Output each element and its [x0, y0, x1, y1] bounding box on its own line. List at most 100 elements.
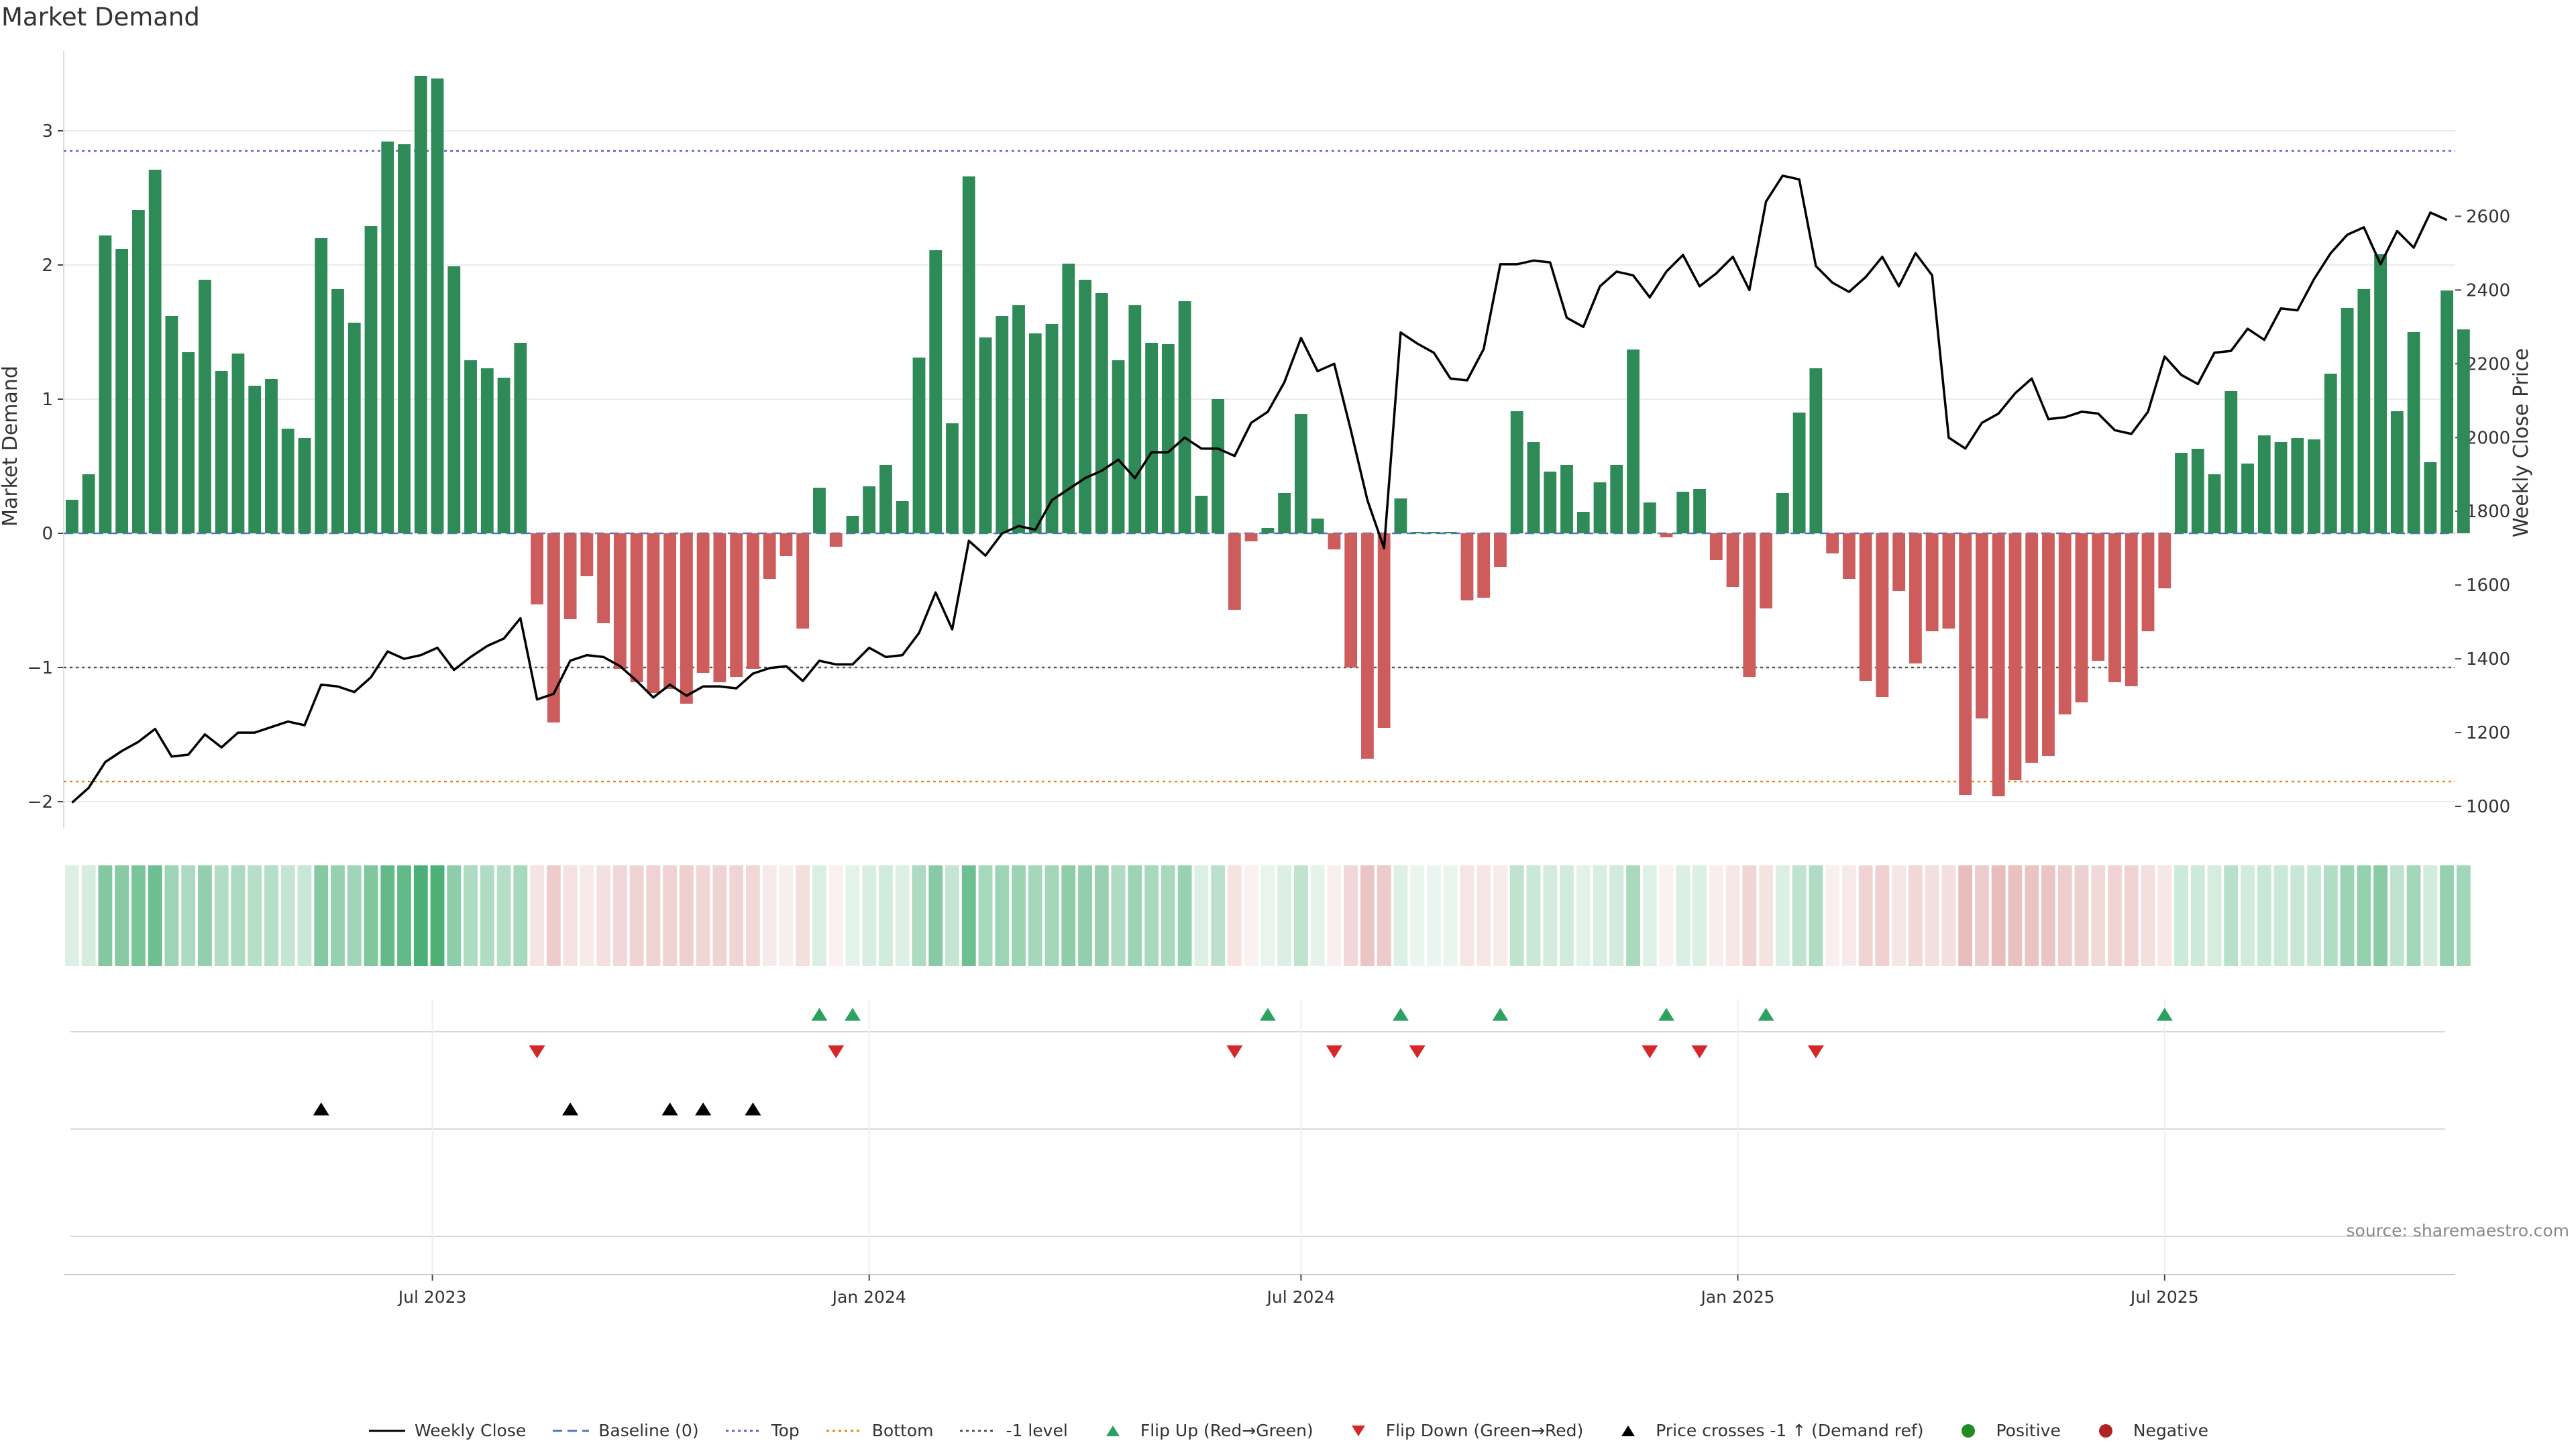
heat-cell [2357, 865, 2371, 966]
demand-bar [1560, 465, 1573, 533]
y2-tick-label: 1800 [2466, 502, 2510, 522]
heat-cell [779, 865, 794, 966]
legend-label: Price crosses -1 ↑ (Demand ref) [1656, 1421, 1924, 1440]
legend-item-positive: Positive [1949, 1421, 2061, 1440]
y-tick-label: 3 [42, 121, 53, 142]
demand-bar [863, 486, 876, 533]
demand-bar [2374, 254, 2387, 533]
demand-bar [1494, 533, 1507, 567]
demand-bar [2357, 289, 2371, 533]
demand-bar [431, 78, 444, 533]
demand-bar [1079, 280, 1091, 533]
heat-cell [1377, 865, 1391, 966]
heat-cell [1941, 865, 1956, 966]
demand-bar [2274, 442, 2288, 533]
demand-bar [99, 235, 112, 533]
y2-tick-label: 1000 [2466, 797, 2510, 817]
demand-bar [2092, 533, 2105, 661]
triangle-up-icon [1621, 1425, 1635, 1436]
demand-bar [2324, 374, 2337, 533]
heat-cell [248, 865, 262, 966]
demand-bar [514, 343, 527, 533]
heat-cell [214, 865, 229, 966]
demand-bar [165, 316, 178, 533]
demand-bar [2075, 533, 2088, 702]
heat-cell [1144, 865, 1159, 966]
heat-cell [1526, 865, 1541, 966]
flip-markers-panel [70, 1000, 2445, 1275]
price-cross-marker [562, 1102, 579, 1116]
heat-cell [961, 865, 976, 966]
heat-cell [812, 865, 826, 966]
demand-bar [1709, 533, 1723, 560]
flip-up-marker [1758, 1008, 1774, 1021]
heat-cell [1493, 865, 1507, 966]
heat-cell [480, 865, 494, 966]
heat-cell [1211, 865, 1226, 966]
heat-cell [1393, 865, 1408, 966]
heat-cell [2025, 865, 2039, 966]
demand-bar [829, 533, 843, 547]
heat-cell [2406, 865, 2421, 966]
demand-bar [2058, 533, 2072, 714]
heat-cell [1709, 865, 1723, 966]
heat-cell [64, 865, 79, 966]
demand-bars-layer [65, 76, 2470, 796]
y2-tick-label: 2200 [2466, 354, 2510, 374]
demand-bar [497, 378, 511, 533]
demand-bar [2424, 462, 2437, 533]
heat-cell [1360, 865, 1375, 966]
heat-cell [1576, 865, 1591, 966]
heat-cell [1991, 865, 2006, 966]
demand-bar [962, 176, 975, 533]
demand-bar [564, 533, 577, 619]
legend-item-bottom: Bottom [825, 1421, 933, 1440]
demand-bar [2407, 332, 2420, 533]
flip-up-marker [1658, 1008, 1675, 1021]
heat-cell [1560, 865, 1574, 966]
heat-cell [1161, 865, 1175, 966]
demand-bar [2108, 533, 2121, 682]
demand-bar [630, 533, 643, 682]
demand-bar [2390, 411, 2404, 533]
heat-cell [2423, 865, 2438, 966]
y-tick-label: −1 [28, 658, 53, 678]
heat-cell [845, 865, 860, 966]
heat-cell [1327, 865, 1342, 966]
heat-cell [2257, 865, 2271, 966]
heat-cell [1028, 865, 1042, 966]
demand-bar [613, 533, 627, 669]
demand-heat-strip [64, 865, 2471, 966]
demand-bar [1112, 360, 1125, 533]
flip-down-marker [1409, 1045, 1426, 1059]
heat-cell [1892, 865, 1907, 966]
demand-bar [531, 533, 543, 604]
heat-cell [347, 865, 362, 966]
demand-bar [1161, 344, 1175, 533]
demand-bar [597, 533, 610, 623]
axes-layer: −2 −1 0 1 2 3 1000 1200 1400 1600 1800 2000 2200 2400… [28, 50, 2510, 828]
demand-bar [1892, 533, 1906, 591]
flip-down-marker [1691, 1045, 1708, 1059]
demand-bar [1743, 533, 1756, 677]
heat-cell [2174, 865, 2188, 966]
heat-cell [2241, 865, 2255, 966]
heat-cell [895, 865, 910, 966]
y-tick-label: 1 [42, 390, 53, 410]
heat-cell [596, 865, 611, 966]
heat-cell [1858, 865, 1873, 966]
heat-cell [1293, 865, 1308, 966]
heat-cell [1925, 865, 1939, 966]
heat-cell [1958, 865, 1973, 966]
demand-bar [331, 289, 344, 533]
heat-cell [729, 865, 744, 966]
demand-bar [1012, 305, 1025, 533]
heat-cell [1177, 865, 1192, 966]
heat-cell [1477, 865, 1491, 966]
flip-down-marker [529, 1045, 545, 1059]
heat-cell [430, 865, 445, 966]
y2-tick-label: 1600 [2466, 576, 2510, 596]
demand-bar [1610, 465, 1623, 533]
heat-cell [2057, 865, 2072, 966]
